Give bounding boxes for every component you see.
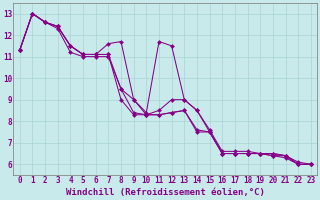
X-axis label: Windchill (Refroidissement éolien,°C): Windchill (Refroidissement éolien,°C) [66, 188, 265, 197]
